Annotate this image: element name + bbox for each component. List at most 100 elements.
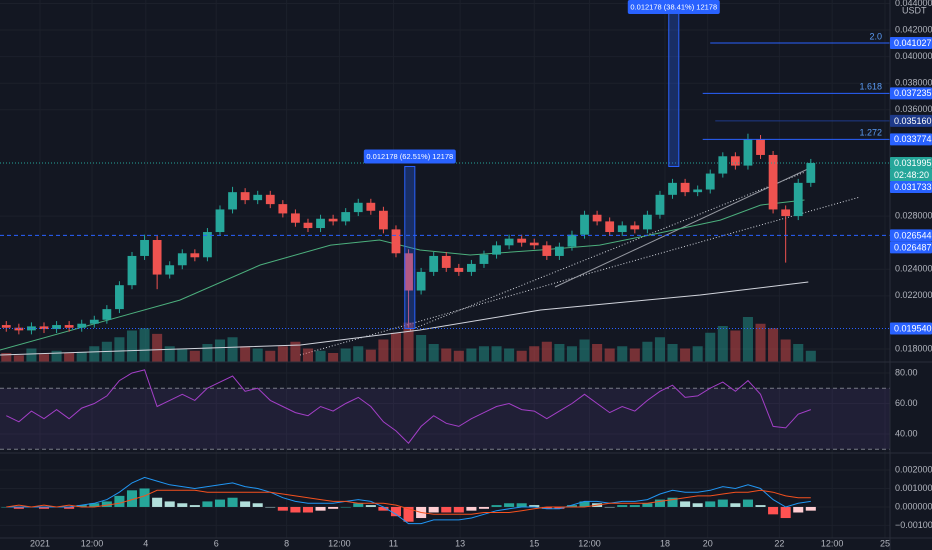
measure-label-box <box>627 0 720 14</box>
candle-body <box>404 253 413 291</box>
volume-bar <box>654 337 665 362</box>
candle-body <box>806 162 816 183</box>
candle-body <box>341 212 351 222</box>
candle-body <box>416 271 426 291</box>
x-tick-label: 12:00 <box>821 538 844 548</box>
price-label: 0.041027 <box>894 38 932 48</box>
histogram-bar <box>516 503 527 507</box>
candle-body <box>177 253 187 266</box>
histogram-bar <box>214 499 226 507</box>
candle-body <box>680 182 690 193</box>
x-tick-label: 15 <box>529 538 539 548</box>
volume-bar <box>353 346 364 362</box>
price-label: 0.031733 <box>894 182 932 192</box>
measure-label: 0.012178 (38.41%) 12178 <box>630 2 717 11</box>
histogram-bar <box>566 505 577 507</box>
volume-bar <box>227 337 238 362</box>
countdown-box <box>890 168 932 181</box>
x-tick-label: 25 <box>880 538 890 548</box>
fib-label: 1.618 <box>859 82 882 92</box>
candle-body <box>743 139 753 166</box>
candle-body <box>605 221 615 233</box>
macd-line <box>6 489 811 515</box>
price-label-box <box>890 156 932 169</box>
measure-label-box <box>363 149 456 164</box>
candle-body <box>554 246 564 256</box>
candle-body <box>203 232 212 258</box>
volume-bar <box>265 350 276 362</box>
candle-body <box>592 214 602 222</box>
x-tick-label: 12:00 <box>81 538 104 548</box>
y-tick-label: 0.001000 <box>895 483 932 493</box>
volume-bar <box>541 341 552 362</box>
volume-bar <box>240 346 251 362</box>
histogram-bar <box>290 506 301 513</box>
candle-body <box>152 240 162 275</box>
histogram-bar <box>453 506 464 513</box>
histogram-bar <box>378 506 389 511</box>
histogram-bar <box>101 501 112 507</box>
volume-bar <box>1 353 12 362</box>
volume-bar <box>152 333 163 362</box>
volume-bar <box>780 339 791 362</box>
price-label-box <box>890 114 932 127</box>
price-label-box <box>890 133 932 146</box>
volume-bar <box>126 330 138 362</box>
x-tick-label: 13 <box>455 538 465 548</box>
candle-body <box>291 213 300 223</box>
candle-body <box>253 194 263 201</box>
histogram-bar <box>491 505 502 507</box>
volume-bar <box>805 350 816 362</box>
candle-body <box>1 325 11 328</box>
histogram-bar <box>629 505 640 507</box>
volume-bar <box>277 346 288 362</box>
candle-body <box>718 156 728 174</box>
histogram-bar <box>529 505 540 507</box>
price-label: 0.026487 <box>894 242 932 252</box>
x-tick-label: 6 <box>214 538 219 548</box>
candle-body <box>529 242 539 246</box>
price-label: 0.026544 <box>894 230 932 240</box>
histogram-bar <box>365 505 376 507</box>
volume-bar <box>453 350 464 362</box>
volume-bar <box>76 351 87 362</box>
currency: USDT <box>902 5 927 15</box>
volume-bar <box>466 348 477 362</box>
candle-body <box>353 202 363 213</box>
volume-bar <box>378 339 389 362</box>
histogram-bar <box>554 506 565 509</box>
y-tick-label: 0.042000 <box>895 24 932 34</box>
histogram-bar <box>227 497 238 507</box>
price-label: 0.031995 <box>894 158 932 168</box>
histogram-bar <box>680 501 691 507</box>
candle-body <box>630 225 640 230</box>
histogram-bar <box>478 506 489 509</box>
histogram-bar <box>340 506 351 508</box>
volume-bar <box>692 346 703 362</box>
volume-bar <box>730 330 741 362</box>
volume-bar <box>755 323 766 362</box>
candle-body <box>454 267 464 272</box>
y-tick-label: 0.022000 <box>895 290 932 300</box>
volume-bar <box>13 355 24 362</box>
volume-bar <box>642 341 653 362</box>
histogram-bar <box>805 506 816 511</box>
histogram-bar <box>390 506 402 517</box>
x-tick-label: 8 <box>284 538 289 548</box>
candle-body <box>429 255 439 272</box>
price-label-box <box>890 180 932 193</box>
volume-bar <box>717 326 728 362</box>
volume-bar <box>742 317 753 362</box>
volume-bar <box>629 348 640 362</box>
histogram-bar <box>302 506 314 513</box>
rsi-band <box>0 388 890 450</box>
histogram-bar <box>126 490 138 507</box>
candle-body <box>391 229 401 254</box>
y-tick-label: −0.001000 <box>895 520 932 530</box>
candle-body <box>240 192 250 201</box>
candle-body <box>793 182 803 217</box>
x-tick-label: 18 <box>660 538 670 548</box>
volume-bar <box>768 328 779 362</box>
